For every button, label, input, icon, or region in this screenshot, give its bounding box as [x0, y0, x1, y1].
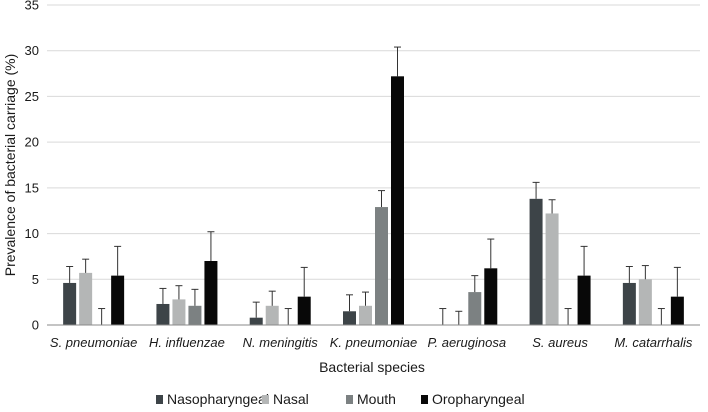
gridlines — [47, 4, 700, 280]
bar — [622, 282, 636, 325]
bars — [63, 76, 684, 325]
bar — [188, 305, 202, 325]
bar — [156, 303, 170, 325]
x-tick-label: N. meningitis — [243, 335, 319, 350]
y-tick-label: 0 — [32, 318, 39, 333]
bar — [79, 272, 93, 325]
legend-label: Nasopharyngeal — [167, 391, 269, 407]
x-tick-label: S. pneumoniae — [50, 335, 137, 350]
y-tick-label: 35 — [25, 0, 39, 13]
x-tick-label: S. aureus — [532, 335, 588, 350]
y-tick-label: 10 — [25, 226, 39, 241]
bar — [484, 268, 498, 325]
bar — [297, 296, 311, 325]
bar — [111, 275, 125, 325]
legend-label: Nasal — [273, 391, 309, 407]
bar — [249, 317, 263, 325]
legend-swatch — [156, 395, 163, 404]
x-tick-label: K. pneumoniae — [330, 335, 417, 350]
legend-swatch — [421, 395, 428, 404]
error-bars — [66, 46, 681, 325]
legend-label: Mouth — [357, 391, 396, 407]
bar — [359, 305, 372, 325]
bar — [172, 299, 186, 325]
legend-label: Oropharyngeal — [432, 391, 525, 407]
bar — [63, 282, 77, 325]
y-tick-label: 20 — [25, 135, 39, 150]
y-axis-title: Prevalence of bacterial carriage (%) — [2, 54, 18, 277]
x-axis-title: Bacterial species — [319, 359, 425, 375]
legend: Nasopharyngeal Nasal Mouth Oropharyngeal — [156, 391, 525, 407]
y-tick-label: 5 — [32, 272, 39, 287]
legend-swatch — [346, 395, 353, 404]
bar — [638, 279, 652, 325]
bar — [265, 305, 279, 325]
bar — [545, 213, 559, 325]
bar — [529, 198, 543, 325]
x-tick-label: H. influenzae — [149, 335, 225, 350]
bar — [204, 261, 218, 325]
y-tick-label: 30 — [25, 43, 39, 58]
x-tick-label: P. aeruginosa — [428, 335, 507, 350]
bar — [577, 275, 591, 325]
bar — [468, 292, 482, 325]
y-tick-label: 25 — [25, 89, 39, 104]
y-tick-label: 15 — [25, 180, 39, 195]
bar — [343, 311, 356, 325]
x-tick-label: M. catarrhalis — [614, 335, 693, 350]
bar — [670, 296, 684, 325]
x-tick-labels: S. pneumoniae H. influenzae N. meningitis K… — [50, 335, 693, 350]
legend-swatch — [262, 395, 269, 404]
bar — [391, 76, 404, 325]
bar — [375, 207, 388, 325]
y-tick-labels: 0 5 10 15 20 25 30 35 — [25, 0, 39, 333]
